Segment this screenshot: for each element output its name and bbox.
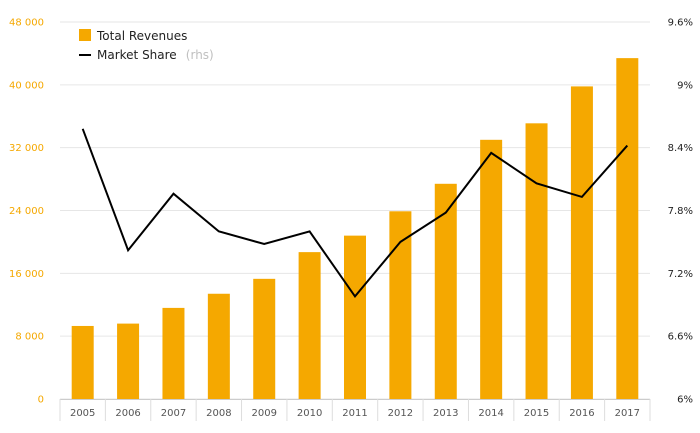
legend-label-market-share: Market Share <box>97 48 177 62</box>
revenue-bar-2005 <box>71 325 94 399</box>
revenue-bar-2009 <box>253 278 276 399</box>
revenue-bar-2011 <box>344 235 366 399</box>
x-tick-label-2007: 2007 <box>161 408 186 419</box>
y-axis-right: 6% 6.6% 7.2% 7.8% 8.4% 9% 9.6% <box>668 18 693 406</box>
revenue-bar-2008 <box>207 293 230 399</box>
y-left-tick-label: 8 000 <box>15 332 44 343</box>
x-tick-label-2008: 2008 <box>206 408 231 419</box>
x-tick-label-2017: 2017 <box>615 408 640 419</box>
y-left-tick-label: 16 000 <box>9 269 44 280</box>
x-tick-label-2012: 2012 <box>388 408 413 419</box>
x-tick-label-2016: 2016 <box>569 408 594 419</box>
x-tick-label-2010: 2010 <box>297 408 322 419</box>
revenue-bar-2006 <box>117 323 140 399</box>
y-right-tick-label: 6% <box>677 395 693 406</box>
market-share-line-group <box>81 128 629 299</box>
revenue-bars <box>71 58 639 400</box>
legend-swatch-total-revenues <box>79 29 91 41</box>
y-right-tick-label: 9% <box>677 80 693 91</box>
x-tick-label-2005: 2005 <box>70 408 95 419</box>
revenue-bar-2014 <box>480 139 503 399</box>
y-right-tick-label: 6.6% <box>668 332 693 343</box>
revenue-bar-2017 <box>616 58 639 400</box>
x-tick-label-2011: 2011 <box>342 408 367 419</box>
y-left-tick-label: 24 000 <box>9 206 44 217</box>
revenue-bar-2010 <box>298 252 321 399</box>
y-right-tick-label: 8.4% <box>668 143 693 154</box>
y-axis-left: 0 8 000 16 000 24 000 32 000 40 000 48 000 <box>9 18 44 406</box>
legend: Total Revenues Market Share (rhs) <box>79 29 214 63</box>
revenue-bar-2012 <box>389 211 412 399</box>
y-left-tick-label: 48 000 <box>9 18 44 29</box>
market-share-line <box>81 128 629 299</box>
y-right-tick-label: 7.2% <box>668 269 693 280</box>
x-tick-label-2006: 2006 <box>115 408 140 419</box>
revenue-bar-2007 <box>162 307 185 399</box>
svg-text:Market Share (rhs): Market Share (rhs) <box>97 44 214 63</box>
y-right-tick-label: 7.8% <box>668 206 693 217</box>
x-axis: 2005 2006 2007 2008 2009 2010 2011 2012 2013 2014… <box>59 399 651 421</box>
x-tick-label-2015: 2015 <box>524 408 549 419</box>
x-tick-label-2009: 2009 <box>252 408 277 419</box>
y-left-tick-label: 32 000 <box>9 143 44 154</box>
y-left-tick-label: 0 <box>38 395 44 406</box>
revenue-bar-2015 <box>525 123 548 399</box>
x-tick-label-2014: 2014 <box>478 408 503 419</box>
legend-label-rhs: (rhs) <box>186 48 214 62</box>
x-tick-label-2013: 2013 <box>433 408 458 419</box>
legend-label-total-revenues: Total Revenues <box>96 29 187 43</box>
revenue-bar-2013 <box>434 183 457 399</box>
y-right-tick-label: 9.6% <box>668 18 693 29</box>
revenue-bar-2016 <box>570 86 593 399</box>
y-left-tick-label: 40 000 <box>9 80 44 91</box>
